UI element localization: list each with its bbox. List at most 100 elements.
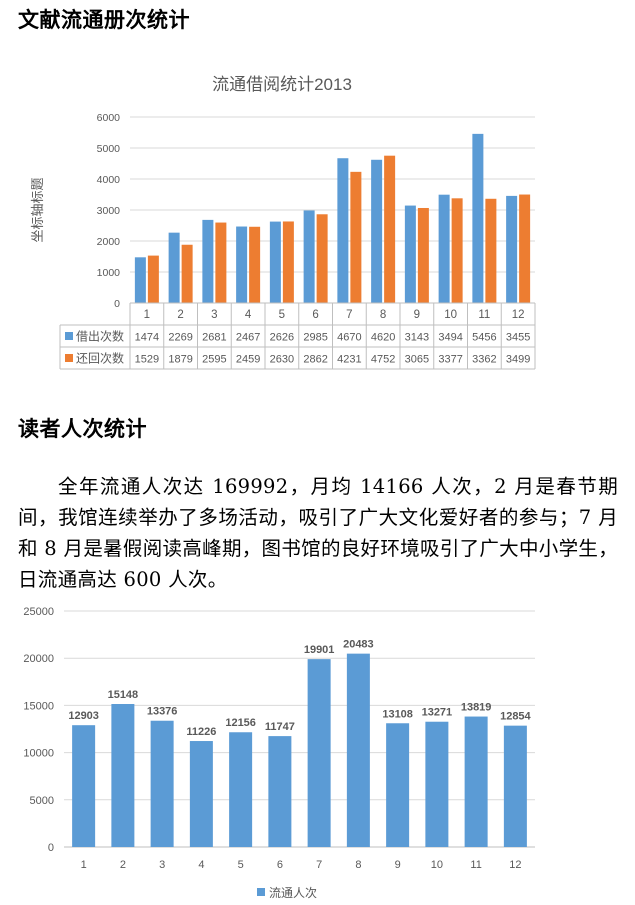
table-cell: 1474 xyxy=(135,332,159,344)
x-tick-label: 5 xyxy=(238,859,244,871)
legend-swatch xyxy=(65,332,73,340)
x-tick-label: 7 xyxy=(346,309,352,321)
bar-lent xyxy=(202,219,214,303)
x-tick-label: 8 xyxy=(355,859,361,871)
data-label: 11747 xyxy=(265,721,295,733)
y-tick-label: 25000 xyxy=(23,606,54,618)
x-tick-label: 10 xyxy=(444,309,457,321)
data-label: 19901 xyxy=(304,644,335,656)
table-cell: 2862 xyxy=(303,354,327,366)
data-label: 12854 xyxy=(500,711,531,723)
bar-lent xyxy=(168,232,180,303)
bar-lent xyxy=(269,221,281,303)
chart-title: 流通借阅统计2013 xyxy=(212,75,352,94)
bar-readers xyxy=(72,725,96,847)
table-cell: 4231 xyxy=(337,354,361,366)
data-label: 20483 xyxy=(343,639,374,651)
y-tick-label: 4000 xyxy=(97,174,121,186)
bar-readers xyxy=(425,721,449,847)
legend-label: 流通人次 xyxy=(269,886,317,900)
y-tick-label: 6000 xyxy=(97,112,121,124)
section-title-circulation: 文献流通册次统计 xyxy=(18,8,190,32)
bar-lent xyxy=(506,195,518,303)
table-cell: 3455 xyxy=(506,332,530,344)
data-label: 11226 xyxy=(186,726,216,738)
y-tick-label: 15000 xyxy=(23,700,54,712)
y-tick-label: 3000 xyxy=(97,205,121,217)
table-cell: 3494 xyxy=(438,332,462,344)
bar-returned xyxy=(451,198,463,303)
table-cell: 4620 xyxy=(371,332,395,344)
bar-readers xyxy=(189,741,213,847)
bar-returned xyxy=(485,198,497,303)
x-tick-label: 1 xyxy=(144,309,150,321)
table-cell: 2985 xyxy=(303,332,327,344)
table-cell: 3143 xyxy=(405,332,429,344)
y-tick-label: 0 xyxy=(114,298,120,310)
data-label: 15148 xyxy=(108,689,139,701)
data-label: 13376 xyxy=(147,706,178,718)
x-tick-label: 5 xyxy=(279,309,285,321)
bar-lent xyxy=(337,158,349,303)
bar-returned xyxy=(249,226,261,303)
x-tick-label: 9 xyxy=(395,859,401,871)
bar-readers xyxy=(386,723,410,847)
table-cell: 2595 xyxy=(202,354,226,366)
table-cell: 1529 xyxy=(135,354,159,366)
section-title-readers: 读者人次统计 xyxy=(18,417,147,441)
y-tick-label: 2000 xyxy=(97,236,121,248)
x-tick-label: 2 xyxy=(177,309,183,321)
legend-swatch xyxy=(65,354,73,362)
bar-lent xyxy=(472,133,484,303)
bar-returned xyxy=(181,244,193,303)
legend-label: 还回次数 xyxy=(76,351,124,366)
x-tick-label: 1 xyxy=(81,859,87,871)
table-cell: 4670 xyxy=(337,332,361,344)
x-tick-label: 3 xyxy=(211,309,217,321)
data-label: 13819 xyxy=(461,702,492,714)
table-cell: 2459 xyxy=(236,354,260,366)
bar-returned xyxy=(417,207,429,303)
x-tick-label: 12 xyxy=(512,309,525,321)
circulation-chart: 流通借阅统计2013 0 1000 2000 3000 4000 5000 6000 坐标轴标题… xyxy=(30,75,536,370)
bar-readers xyxy=(503,725,527,847)
readers-paragraph: 全年流通人次达 169992，月均 14166 人次，2 月是春节期间，我馆连续… xyxy=(18,475,618,591)
bar-returned xyxy=(282,221,294,303)
x-tick-label: 6 xyxy=(312,309,318,321)
data-label: 12156 xyxy=(225,717,256,729)
x-tick-label: 6 xyxy=(277,859,283,871)
table-cell: 1879 xyxy=(168,354,192,366)
x-tick-label: 7 xyxy=(316,859,322,871)
bar-readers xyxy=(150,720,174,847)
bar-lent xyxy=(303,210,315,303)
table-cell: 2630 xyxy=(270,354,294,366)
table-cell: 2681 xyxy=(202,332,226,344)
table-cell: 4752 xyxy=(371,354,395,366)
y-tick-label: 20000 xyxy=(23,653,54,665)
bar-readers xyxy=(307,659,331,847)
table-cell: 3499 xyxy=(506,354,530,366)
y-tick-label: 5000 xyxy=(97,143,121,155)
bar-lent xyxy=(236,226,248,303)
bar-readers xyxy=(464,716,488,847)
x-tick-label: 11 xyxy=(478,309,490,321)
table-cell: 3377 xyxy=(438,354,462,366)
bar-readers xyxy=(268,736,292,847)
bar-returned xyxy=(316,214,328,303)
x-tick-label: 11 xyxy=(470,859,481,871)
y-tick-label: 5000 xyxy=(30,795,54,807)
bar-returned xyxy=(519,194,531,303)
table-cell: 3362 xyxy=(472,354,496,366)
table-cell: 2467 xyxy=(236,332,260,344)
legend-label: 借出次数 xyxy=(76,329,124,344)
legend-swatch xyxy=(257,888,265,896)
x-tick-label: 4 xyxy=(245,309,252,321)
x-tick-label: 4 xyxy=(198,859,204,871)
table-cell: 2626 xyxy=(270,332,294,344)
x-tick-label: 12 xyxy=(509,859,521,871)
table-cell: 5456 xyxy=(472,332,496,344)
data-label: 13108 xyxy=(382,708,413,720)
y-tick-label: 1000 xyxy=(97,267,121,279)
bar-lent xyxy=(438,194,450,303)
bar-lent xyxy=(371,159,383,303)
